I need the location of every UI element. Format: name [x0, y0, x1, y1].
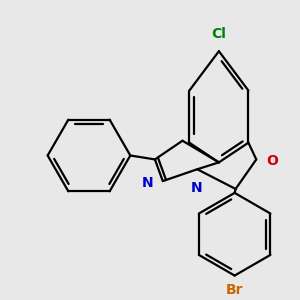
Text: Br: Br	[226, 284, 243, 297]
Text: Cl: Cl	[212, 27, 226, 41]
Text: N: N	[190, 181, 202, 195]
Text: N: N	[141, 176, 153, 190]
Text: O: O	[266, 154, 278, 168]
